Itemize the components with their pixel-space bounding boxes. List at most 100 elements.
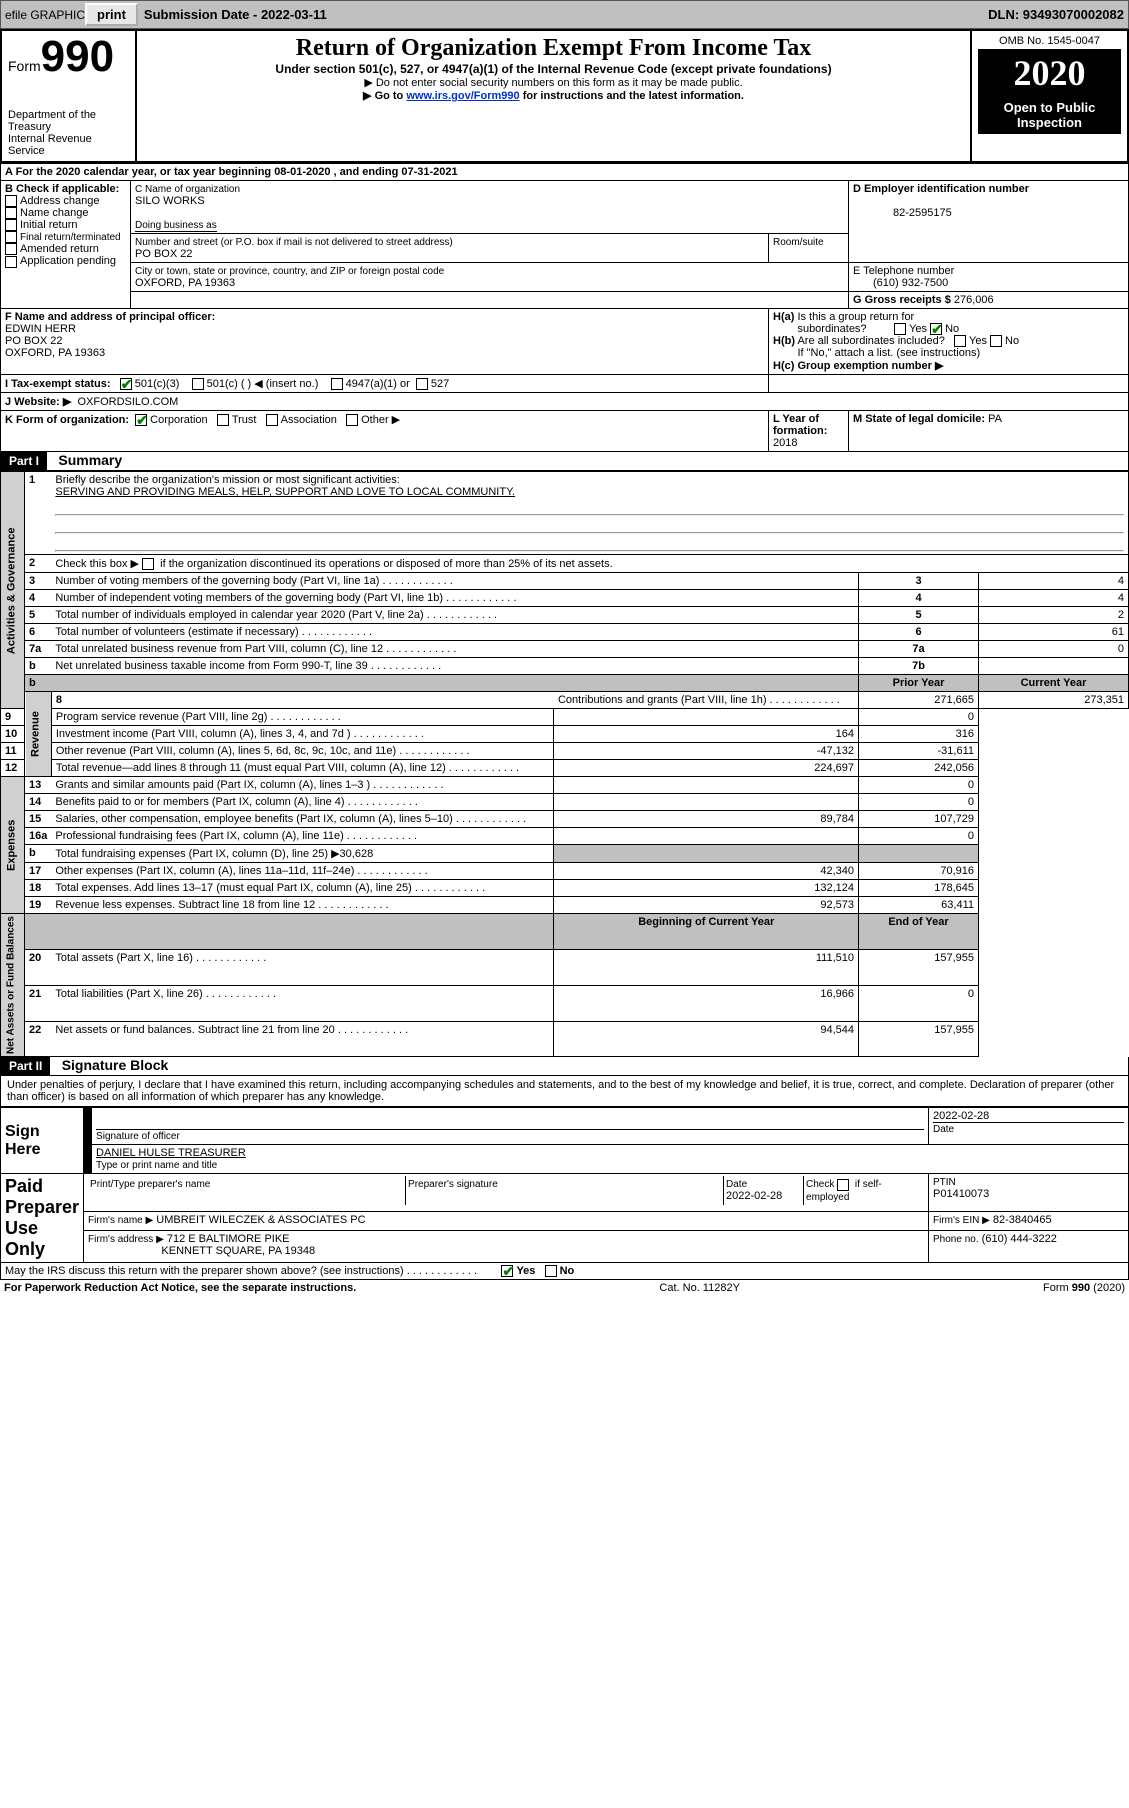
label-net-assets: Net Assets or Fund Balances xyxy=(1,914,25,1057)
prep-sig-label: Preparer's signature xyxy=(408,1179,498,1190)
city-value: OXFORD, PA 19363 xyxy=(135,277,235,289)
checkbox-self-employed[interactable] xyxy=(837,1179,849,1191)
summary-row: 7a Total unrelated business revenue from… xyxy=(1,641,1129,658)
opt-final: Final return/terminated xyxy=(20,232,121,243)
discuss-text: May the IRS discuss this return with the… xyxy=(5,1265,404,1277)
form-label: Form xyxy=(8,58,41,74)
website-value: OXFORDSILO.COM xyxy=(77,396,178,408)
no-label: No xyxy=(945,323,959,335)
checkbox-discontinued[interactable] xyxy=(142,558,154,570)
entity-info-table: A For the 2020 calendar year, or tax yea… xyxy=(0,163,1129,452)
phone-value: (610) 932-7500 xyxy=(853,277,948,289)
checkbox-initial[interactable] xyxy=(5,219,17,231)
checkbox-address-change[interactable] xyxy=(5,195,17,207)
part1-title: Summary xyxy=(50,452,122,468)
checkbox-ha-no[interactable] xyxy=(930,323,942,335)
checkbox-assoc[interactable] xyxy=(266,414,278,426)
i-label: I Tax-exempt status: xyxy=(5,378,111,390)
checkbox-name-change[interactable] xyxy=(5,207,17,219)
opt-corp: Corporation xyxy=(150,414,207,426)
summary-row: b Net unrelated business taxable income … xyxy=(1,658,1129,675)
checkbox-amended[interactable] xyxy=(5,243,17,255)
hb-note: If "No," attach a list. (see instruction… xyxy=(797,347,980,359)
opt-4947: 4947(a)(1) or xyxy=(346,378,410,390)
firm-addr: 712 E BALTIMORE PIKE xyxy=(167,1233,290,1245)
checkbox-527[interactable] xyxy=(416,378,428,390)
j-label: J Website: ▶ xyxy=(5,396,71,408)
checkbox-hb-yes[interactable] xyxy=(954,335,966,347)
state-domicile: PA xyxy=(988,413,1002,425)
gross-receipts: 276,006 xyxy=(954,294,994,306)
revenue-row: 9Program service revenue (Part VIII, lin… xyxy=(1,709,1129,726)
expense-row: bTotal fundraising expenses (Part IX, co… xyxy=(1,845,1129,863)
form-header: Form990 Department of the Treasury Inter… xyxy=(0,29,1129,163)
opt-527: 527 xyxy=(431,378,449,390)
b-label: B Check if applicable: xyxy=(5,183,119,195)
expense-row: 19Revenue less expenses. Subtract line 1… xyxy=(1,897,1129,914)
print-button[interactable]: print xyxy=(85,3,138,26)
checkbox-other[interactable] xyxy=(346,414,358,426)
ptin-value: P01410073 xyxy=(933,1188,989,1200)
addr-label: Number and street (or P.O. box if mail i… xyxy=(135,237,453,248)
tax-year-line: A For the 2020 calendar year, or tax yea… xyxy=(1,164,1129,181)
checkbox-hb-no[interactable] xyxy=(990,335,1002,347)
checkbox-corp[interactable] xyxy=(135,414,147,426)
part2-title: Signature Block xyxy=(54,1057,169,1073)
opt-501c3: 501(c)(3) xyxy=(135,378,180,390)
footer: For Paperwork Reduction Act Notice, see … xyxy=(0,1280,1129,1296)
irs-link[interactable]: www.irs.gov/Form990 xyxy=(406,90,519,102)
l-label: L Year of formation: xyxy=(773,413,827,437)
efile-label: efile GRAPHIC xyxy=(5,8,85,22)
prep-name-label: Print/Type preparer's name xyxy=(90,1179,210,1190)
prep-date-val: 2022-02-28 xyxy=(726,1190,782,1202)
net-assets-row: 20Total assets (Part X, line 16)111,5101… xyxy=(1,950,1129,986)
sig-officer-label: Signature of officer xyxy=(96,1131,180,1142)
col-boy: Beginning of Current Year xyxy=(638,916,774,928)
part2-header: Part II Signature Block xyxy=(0,1057,1129,1076)
sig-divider xyxy=(84,1108,92,1174)
expense-row: 15Salaries, other compensation, employee… xyxy=(1,811,1129,828)
checkbox-pending[interactable] xyxy=(5,256,17,268)
summary-row: 5 Total number of individuals employed i… xyxy=(1,607,1129,624)
c-label: C Name of organization xyxy=(135,184,240,195)
part2-label: Part II xyxy=(1,1057,50,1075)
instruction-link: ▶ Go to www.irs.gov/Form990 for instruct… xyxy=(143,89,964,102)
tax-year: 2020 xyxy=(978,50,1121,96)
perjury-text: Under penalties of perjury, I declare th… xyxy=(0,1076,1129,1107)
k-label: K Form of organization: xyxy=(5,414,129,426)
discuss-no: No xyxy=(560,1265,575,1277)
expense-row: 18Total expenses. Add lines 13–17 (must … xyxy=(1,880,1129,897)
checkbox-final[interactable] xyxy=(5,231,17,243)
summary-row: 3 Number of voting members of the govern… xyxy=(1,573,1129,590)
paperwork-notice: For Paperwork Reduction Act Notice, see … xyxy=(4,1282,356,1294)
checkbox-501c[interactable] xyxy=(192,378,204,390)
hc-label: H(c) Group exemption number ▶ xyxy=(773,360,943,372)
opt-initial: Initial return xyxy=(20,219,77,231)
dba-label: Doing business as xyxy=(135,220,217,232)
room-label: Room/suite xyxy=(773,237,824,248)
form-title: Return of Organization Exempt From Incom… xyxy=(143,35,964,62)
d-label: D Employer identification number xyxy=(853,183,1029,195)
g-label: G Gross receipts $ xyxy=(853,294,951,306)
signature-table: Sign Here Signature of officer 2022-02-2… xyxy=(0,1107,1129,1280)
sig-date-value: 2022-02-28 xyxy=(933,1110,989,1122)
opt-other: Other ▶ xyxy=(361,414,400,426)
line1-text: Briefly describe the organization's miss… xyxy=(55,474,399,486)
expense-row: 14Benefits paid to or for members (Part … xyxy=(1,794,1129,811)
checkbox-4947[interactable] xyxy=(331,378,343,390)
checkbox-discuss-yes[interactable] xyxy=(501,1265,513,1277)
opt-name: Name change xyxy=(20,207,89,219)
summary-row: 4 Number of independent voting members o… xyxy=(1,590,1129,607)
firm-phone: (610) 444-3222 xyxy=(982,1233,1057,1245)
sign-here-label: Sign Here xyxy=(1,1108,84,1174)
checkbox-trust[interactable] xyxy=(217,414,229,426)
summary-table: Activities & Governance 1 Briefly descri… xyxy=(0,471,1129,1057)
paid-preparer-label: Paid Preparer Use Only xyxy=(1,1174,84,1263)
checkbox-501c3[interactable] xyxy=(120,378,132,390)
org-name: SILO WORKS xyxy=(135,195,205,207)
label-expenses: Expenses xyxy=(1,777,25,914)
col-prior: Prior Year xyxy=(893,677,945,689)
col-current: Current Year xyxy=(1021,677,1087,689)
checkbox-ha-yes[interactable] xyxy=(894,323,906,335)
checkbox-discuss-no[interactable] xyxy=(545,1265,557,1277)
